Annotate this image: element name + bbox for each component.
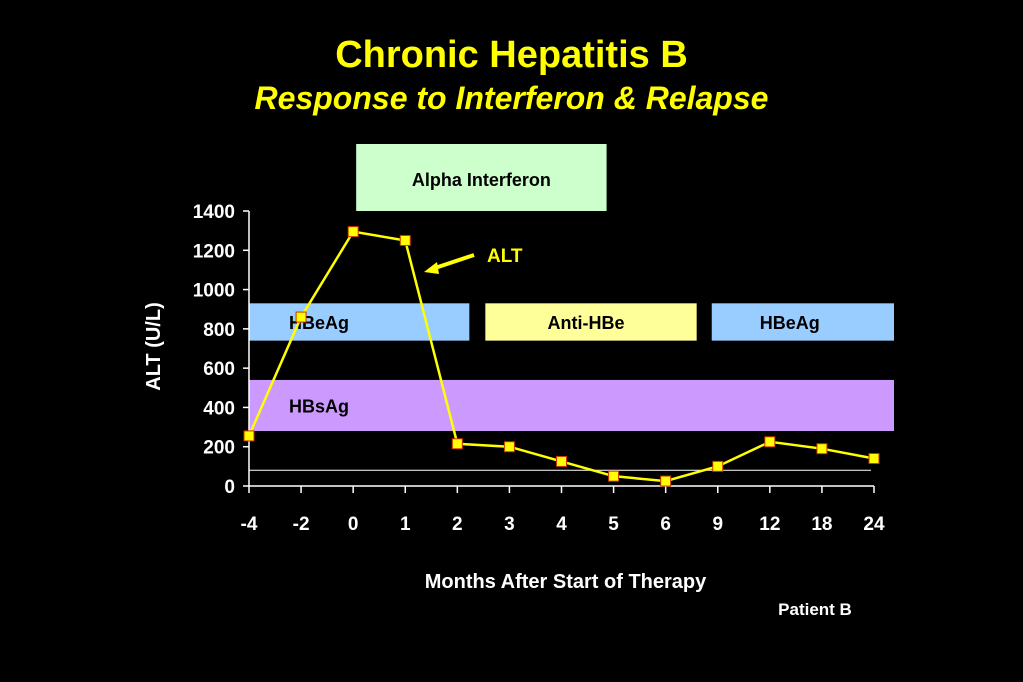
interferon-label: Alpha Interferon bbox=[412, 170, 551, 190]
x-tick-label: 1 bbox=[400, 514, 411, 535]
x-tick-label: 5 bbox=[608, 514, 619, 535]
alt-callout-label: ALT bbox=[487, 246, 523, 267]
data-point bbox=[503, 441, 515, 453]
data-point bbox=[608, 470, 620, 482]
x-tick-label: 18 bbox=[811, 514, 832, 535]
band-label-hbeag-2: HBeAg bbox=[760, 313, 820, 333]
x-tick-label: 3 bbox=[504, 514, 515, 535]
band-label-antihbe: Anti-HBe bbox=[548, 313, 625, 333]
x-tick-label: 6 bbox=[660, 514, 671, 535]
data-point bbox=[868, 453, 880, 464]
x-tick-label: 4 bbox=[556, 514, 567, 535]
y-axis-label: ALT (U/L) bbox=[143, 302, 165, 391]
alt-callout-arrow bbox=[431, 253, 475, 271]
x-tick-label: 0 bbox=[348, 514, 359, 535]
y-tick-label: 600 bbox=[203, 359, 235, 380]
y-tick-label: 0 bbox=[224, 477, 235, 498]
data-point bbox=[816, 443, 828, 455]
band-label-hbsag: HBsAg bbox=[289, 396, 349, 416]
chart-subtitle: Response to Interferon & Relapse bbox=[254, 80, 769, 116]
data-point bbox=[660, 475, 672, 487]
band-hbeag-1 bbox=[249, 303, 470, 341]
alt-callout-arrowhead bbox=[424, 262, 439, 274]
y-tick-label: 200 bbox=[203, 438, 235, 459]
y-tick-label: 1000 bbox=[193, 281, 235, 302]
y-tick-label: 400 bbox=[203, 398, 235, 419]
y-tick-label: 1400 bbox=[193, 202, 235, 223]
band-hbeag-2 bbox=[711, 303, 894, 341]
series-line-alt bbox=[247, 230, 875, 483]
band-hbsag bbox=[249, 379, 894, 431]
data-point bbox=[399, 234, 411, 246]
data-point bbox=[712, 460, 724, 472]
x-tick-label: 24 bbox=[863, 514, 885, 535]
y-tick-label: 1200 bbox=[193, 241, 235, 262]
data-point bbox=[451, 438, 463, 450]
y-tick-label: 800 bbox=[203, 320, 235, 341]
data-point bbox=[295, 311, 307, 323]
x-tick-label: 9 bbox=[712, 514, 723, 535]
data-point bbox=[243, 430, 255, 442]
x-axis-label: Months After Start of Therapy bbox=[425, 571, 707, 593]
data-point bbox=[347, 226, 359, 238]
patient-label: Patient B bbox=[778, 600, 852, 619]
data-point bbox=[764, 436, 776, 448]
x-tick-label: 2 bbox=[452, 514, 463, 535]
x-tick-label: 12 bbox=[759, 514, 780, 535]
band-antihbe bbox=[485, 303, 697, 341]
x-tick-label: -4 bbox=[241, 514, 258, 535]
chart-title: Chronic Hepatitis B bbox=[335, 34, 688, 76]
interferon-box bbox=[356, 144, 607, 211]
data-point bbox=[556, 455, 567, 467]
x-tick-label: -2 bbox=[293, 514, 310, 535]
